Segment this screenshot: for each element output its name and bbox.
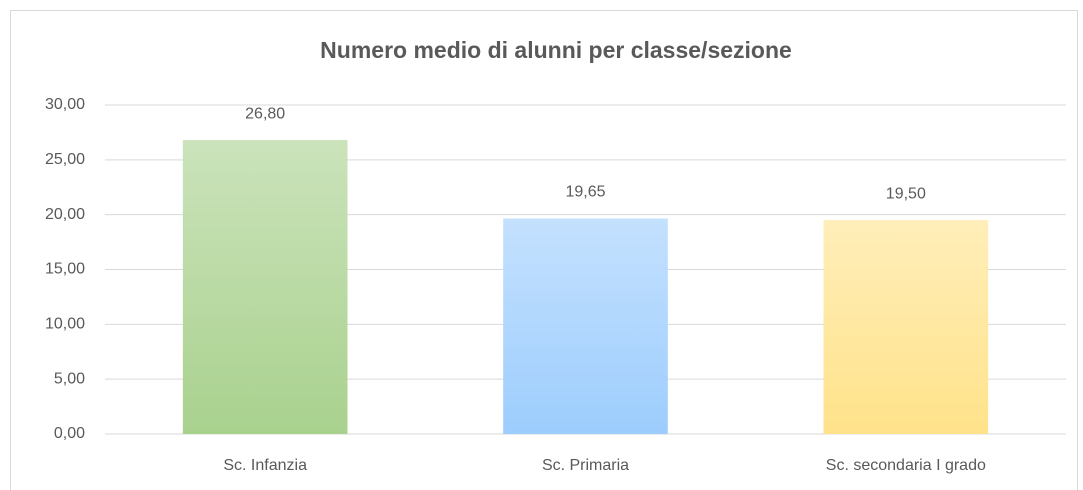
- bar: [503, 218, 668, 434]
- y-tick-label: 30,00: [45, 96, 85, 113]
- x-tick-label: Sc. Infanzia: [223, 457, 307, 474]
- value-label: 19,50: [886, 185, 926, 202]
- y-tick-label: 10,00: [45, 316, 85, 333]
- bar: [182, 140, 348, 435]
- y-tick-label: 15,00: [45, 261, 85, 278]
- value-label: 26,80: [245, 105, 285, 122]
- y-tick-label: 20,00: [45, 206, 85, 223]
- x-tick-label: Sc. secondaria I grado: [826, 457, 986, 474]
- bar: [823, 220, 989, 434]
- chart-title: Numero medio di alunni per classe/sezion…: [320, 37, 792, 63]
- y-tick-label: 5,00: [54, 370, 85, 387]
- y-tick-label: 25,00: [45, 151, 85, 168]
- y-tick-label: 0,00: [54, 425, 85, 442]
- x-tick-label: Sc. Primaria: [542, 457, 629, 474]
- value-label: 19,65: [565, 184, 605, 201]
